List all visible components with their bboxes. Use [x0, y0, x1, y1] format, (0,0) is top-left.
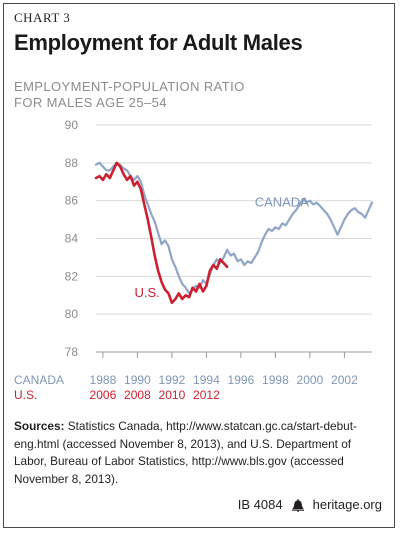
subtitle-line-2: FOR MALES AGE 25–54: [14, 95, 167, 110]
x-tick-label: 1988: [90, 373, 117, 387]
sources-text: Statistics Canada, http://www.statcan.gc…: [14, 419, 357, 486]
line-chart: 78 80 82 84 86 88 90 CANADA 1988 1990 1992 1994 1996…: [14, 118, 374, 402]
x-tick-label: 2006: [90, 388, 117, 402]
y-tick-label: 80: [65, 307, 79, 321]
x-tick-label: 1990: [124, 373, 151, 387]
chart-number-label: CHART 3: [14, 10, 71, 25]
y-tick-label: 90: [65, 118, 79, 132]
x-tick-label: 2010: [159, 388, 186, 402]
liberty-bell-icon: [291, 498, 304, 512]
x-tick-label: 2002: [331, 373, 358, 387]
series-annotation-canada: CANADA: [255, 194, 310, 209]
site-name: heritage.org: [312, 497, 382, 512]
x-tick-label: 2008: [124, 388, 151, 402]
sources-note: Sources: Statistics Canada, http://www.s…: [14, 418, 386, 488]
x-tick-label: 1994: [193, 373, 220, 387]
series-annotation-us: U.S.: [135, 285, 160, 300]
chart-subtitle: EMPLOYMENT-POPULATION RATIO FOR MALES AG…: [14, 79, 245, 111]
x-tick-label: 1996: [228, 373, 255, 387]
series-line-canada: [94, 161, 374, 295]
y-tick-label: 88: [65, 156, 79, 170]
x-tick-label: 2000: [297, 373, 324, 387]
chart-frame: [3, 3, 395, 528]
series-line-us: [94, 161, 229, 305]
brief-id: IB 4084: [237, 497, 283, 512]
y-tick-label: 82: [65, 269, 79, 283]
x-axis-label-us: U.S.: [14, 388, 37, 402]
x-tick-label: 2012: [193, 388, 220, 402]
subtitle-line-1: EMPLOYMENT-POPULATION RATIO: [14, 79, 245, 94]
y-tick-label: 84: [65, 232, 79, 246]
x-tick-label: 1998: [262, 373, 289, 387]
x-tick-label: 1992: [159, 373, 186, 387]
sources-label: Sources:: [14, 419, 65, 433]
y-tick-label: 78: [65, 345, 79, 359]
footer: IB 4084 heritage.org: [238, 497, 382, 512]
x-axis-label-canada: CANADA: [14, 373, 64, 387]
chart-title: Employment for Adult Males: [14, 30, 303, 55]
y-tick-label: 86: [65, 194, 79, 208]
